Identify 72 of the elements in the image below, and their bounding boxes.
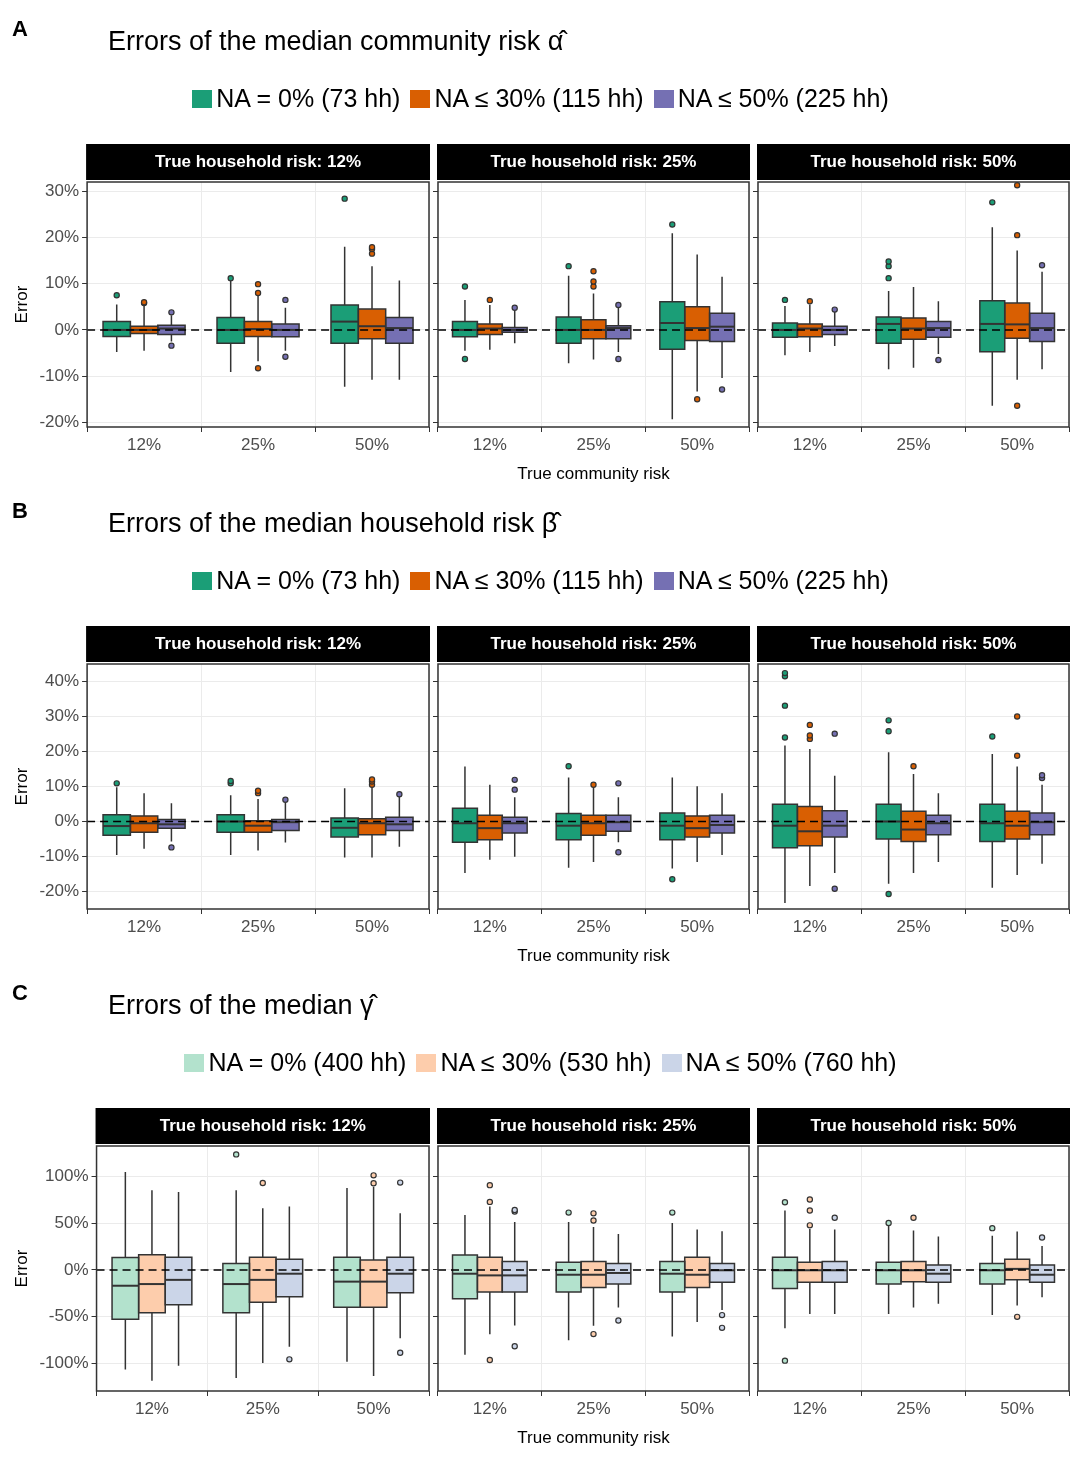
- x-tick-label: 50%: [680, 1398, 715, 1418]
- x-tick-label: 25%: [245, 1398, 280, 1418]
- y-tick-label: 10%: [45, 273, 80, 293]
- x-tick-label: 25%: [576, 916, 611, 936]
- x-tick-label: 12%: [472, 916, 507, 936]
- text: C: [12, 980, 28, 1006]
- x-tick-label: 50%: [355, 434, 390, 454]
- x-tick-label: 12%: [792, 1398, 827, 1418]
- y-tick-label: 30%: [45, 180, 80, 200]
- y-tick-label: 10%: [45, 776, 80, 796]
- legend-label: NA ≤ 30% (115 hh): [434, 84, 644, 113]
- x-tick-label: 25%: [896, 916, 931, 936]
- y-tick-label: 0%: [54, 319, 80, 339]
- y-tick-label: 20%: [45, 741, 80, 761]
- chart-subtitle: True household risk: 50%: [810, 151, 1017, 171]
- chart-subtitle: True household risk: 25%: [490, 151, 697, 171]
- legend-label: NA ≤ 30% (530 hh): [440, 1048, 652, 1077]
- chart-subtitle: True household risk: 50%: [810, 1115, 1017, 1135]
- x-tick-label: 50%: [1000, 1398, 1035, 1418]
- x-tick-label: 25%: [241, 434, 276, 454]
- chart-subtitle: True household risk: 12%: [155, 633, 362, 653]
- y-tick-label: -10%: [39, 846, 80, 866]
- text: B: [12, 498, 28, 524]
- x-tick-label: 25%: [576, 434, 611, 454]
- y-tick-label: -50%: [48, 1306, 89, 1326]
- y-tick-label: 100%: [45, 1166, 89, 1186]
- x-tick-label: 12%: [792, 916, 827, 936]
- y-tick-label: 0%: [63, 1259, 89, 1279]
- x-tick-label: 50%: [680, 916, 715, 936]
- y-tick-label: -100%: [39, 1352, 89, 1372]
- legend-label: NA = 0% (400 hh): [208, 1048, 407, 1077]
- legend-label: NA ≤ 30% (115 hh): [434, 566, 644, 595]
- x-tick-label: 12%: [127, 434, 162, 454]
- y-tick-label: -20%: [39, 412, 80, 432]
- x-tick-label: 25%: [896, 434, 931, 454]
- chart-subtitle: True household risk: 12%: [159, 1115, 366, 1135]
- chart-subtitle: True household risk: 25%: [490, 1115, 697, 1135]
- x-tick-label: 50%: [680, 434, 715, 454]
- x-axis-title: True community risk: [517, 946, 671, 966]
- y-axis-title: Error: [11, 767, 31, 806]
- text: A: [12, 16, 28, 42]
- legend-label: NA = 0% (73 hh): [216, 566, 401, 595]
- legend-label: NA = 0% (73 hh): [216, 84, 401, 113]
- x-tick-label: 50%: [355, 916, 390, 936]
- x-tick-label: 50%: [356, 1398, 391, 1418]
- chart-subtitle: True household risk: 50%: [810, 633, 1017, 653]
- y-tick-label: -10%: [39, 365, 80, 385]
- legend-label: NA ≤ 50% (225 hh): [677, 566, 889, 595]
- x-tick-label: 12%: [127, 916, 162, 936]
- x-tick-label: 12%: [134, 1398, 169, 1418]
- y-axis-title: Error: [11, 285, 31, 324]
- y-tick-label: 30%: [45, 706, 80, 726]
- x-axis-title: True community risk: [517, 464, 671, 484]
- x-tick-label: 25%: [896, 1398, 931, 1418]
- x-tick-label: 25%: [576, 1398, 611, 1418]
- y-tick-label: 20%: [45, 227, 80, 247]
- y-tick-label: 40%: [45, 671, 80, 691]
- x-tick-label: 12%: [472, 1398, 507, 1418]
- chart-subtitle: True household risk: 25%: [490, 633, 697, 653]
- x-tick-label: 12%: [472, 434, 507, 454]
- x-tick-label: 50%: [1000, 916, 1035, 936]
- x-axis-title: True community risk: [517, 1428, 671, 1448]
- y-tick-label: 0%: [54, 811, 80, 831]
- y-axis-title: Error: [11, 1249, 31, 1288]
- chart-subtitle: True household risk: 12%: [155, 151, 362, 171]
- legend-label: NA ≤ 50% (760 hh): [685, 1048, 897, 1077]
- legend-label: NA ≤ 50% (225 hh): [677, 84, 889, 113]
- x-tick-label: 25%: [241, 916, 276, 936]
- y-tick-label: -20%: [39, 881, 80, 901]
- y-tick-label: 50%: [54, 1213, 89, 1233]
- x-tick-label: 12%: [792, 434, 827, 454]
- x-tick-label: 50%: [1000, 434, 1035, 454]
